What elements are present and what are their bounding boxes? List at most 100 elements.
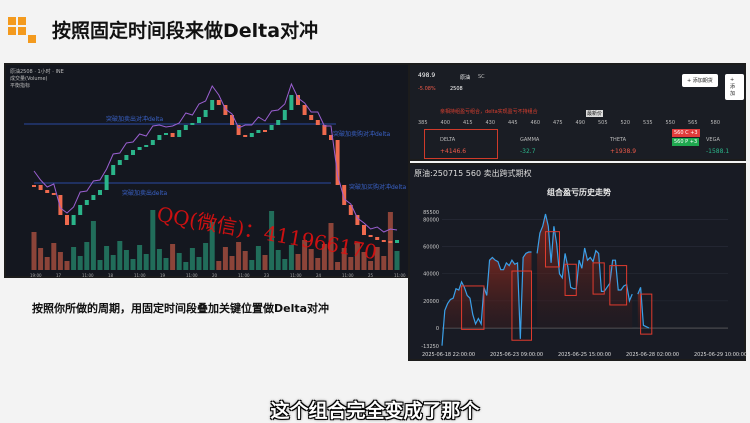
strike-label[interactable]: 445: [508, 120, 518, 126]
strike-label[interactable]: 580: [710, 120, 721, 126]
candle: [289, 95, 294, 110]
strike-label[interactable]: 490: [575, 120, 586, 126]
strike-label[interactable]: 505: [598, 120, 608, 126]
volume-bar: [203, 243, 209, 270]
candlestick-chart[interactable]: 原油2508 · 1小时 · INE 成交量(Volume) 平衡指标 19:0…: [4, 63, 410, 278]
add-futures-button[interactable]: + 添加期货: [682, 74, 718, 87]
y-tick-label: 80000: [423, 217, 439, 223]
candle: [157, 135, 162, 140]
candle: [322, 125, 327, 135]
volume-bar: [137, 245, 143, 270]
expiry-select[interactable]: 2508: [450, 86, 463, 92]
candle: [355, 215, 360, 225]
candle: [309, 115, 314, 120]
candle: [223, 105, 228, 115]
volume-bar: [64, 261, 70, 270]
candle: [45, 190, 50, 193]
volume-bar: [150, 210, 156, 270]
candle: [144, 145, 149, 147]
volume-bar: [130, 259, 136, 270]
volume-bar: [216, 261, 222, 270]
series-line: [441, 251, 532, 346]
x-tick-label: 2025-06-23 09:00:00: [490, 352, 543, 358]
volume-bar: [255, 246, 261, 270]
candle: [78, 205, 83, 215]
underlying-price: 498.9: [418, 72, 436, 79]
strike-label[interactable]: 385: [418, 120, 428, 126]
position-call: 560 C +3: [672, 129, 700, 137]
strike-label[interactable]: 520: [620, 120, 631, 126]
candle: [137, 147, 142, 150]
volume-bar: [170, 244, 176, 270]
pnl-chart-panel: 原油:250715 560 卖出跨式期权 组合盈亏历史走势 85500 80000…: [408, 163, 747, 361]
x-tick-label: 19: [160, 273, 166, 278]
candle: [71, 215, 76, 225]
slide-title: 按照固定时间段来做Delta对冲: [52, 20, 319, 42]
volume-bar: [354, 243, 360, 270]
add-button[interactable]: + 添加: [725, 74, 744, 100]
strike-label[interactable]: 475: [553, 120, 563, 126]
volume-bar: [229, 256, 235, 270]
strike-label[interactable]: 565: [688, 120, 698, 126]
candle: [197, 117, 201, 123]
annotation: 突破加买购对冲delta: [349, 184, 407, 191]
price-change: -5.08%: [418, 86, 436, 92]
volume-bar: [90, 221, 96, 270]
candle: [111, 165, 116, 175]
volume-bar: [348, 257, 354, 270]
candle: [348, 205, 353, 215]
indicator-label: 平衡指标: [10, 83, 31, 89]
x-tick-label: 11:00: [394, 273, 406, 278]
volume-bar: [321, 244, 327, 270]
y-tick-label: 0: [436, 326, 439, 332]
candle: [381, 240, 386, 242]
series-line: [637, 287, 650, 329]
delta-highlight-box: [424, 129, 498, 159]
candle: [124, 155, 129, 160]
volume-bar: [282, 259, 288, 270]
volume-bar: [222, 247, 228, 270]
slide-description: 按照你所做的周期，用固定时间段叠加关键位置做Delta对冲: [32, 302, 330, 315]
highlight-box: [640, 293, 653, 335]
strike-label[interactable]: 400: [440, 120, 451, 126]
logo: [8, 17, 36, 43]
volume-bar: [44, 257, 50, 270]
candle: [131, 150, 135, 155]
strike-label[interactable]: 550: [665, 120, 676, 126]
strike-label[interactable]: 535: [643, 120, 653, 126]
strike-label[interactable]: 460: [530, 120, 541, 126]
candle: [342, 185, 347, 205]
candle: [117, 160, 122, 165]
volume-bar: [269, 211, 275, 270]
candle: [190, 123, 195, 125]
volume-bar: [97, 260, 103, 270]
strike-label[interactable]: 415: [463, 120, 473, 126]
candle: [249, 133, 254, 137]
volume-bar: [242, 251, 248, 270]
y-tick-label: 60000: [423, 245, 439, 251]
volume-bar: [302, 240, 308, 270]
candle: [177, 130, 182, 137]
greek-name: GAMMA: [520, 137, 540, 143]
x-tick-label: 2025-06-25 15:00:00: [558, 352, 611, 358]
candle: [32, 185, 36, 187]
y-tick-label: 20000: [423, 299, 439, 305]
greek-value: -1588.1: [706, 148, 730, 155]
volume-bar: [328, 223, 334, 270]
candle: [65, 215, 69, 225]
volume-label: 成交量(Volume): [10, 76, 48, 82]
candle: [230, 115, 234, 125]
video-subtitle: 这个组合完全变成了那个: [270, 400, 480, 422]
candle: [236, 125, 241, 135]
exchange: SC: [478, 74, 485, 80]
strike-label[interactable]: 430: [485, 120, 496, 126]
volume-bar: [335, 262, 341, 270]
highlight-box: [564, 263, 577, 296]
x-tick-label: 25: [368, 273, 374, 278]
volume-bar: [183, 262, 189, 270]
current-price-tag: 最新价: [586, 110, 604, 117]
candle: [98, 190, 102, 195]
x-tick-label: 11:00: [342, 273, 354, 278]
highlight-box: [609, 265, 628, 306]
x-tick-label: 19:00: [30, 273, 42, 278]
